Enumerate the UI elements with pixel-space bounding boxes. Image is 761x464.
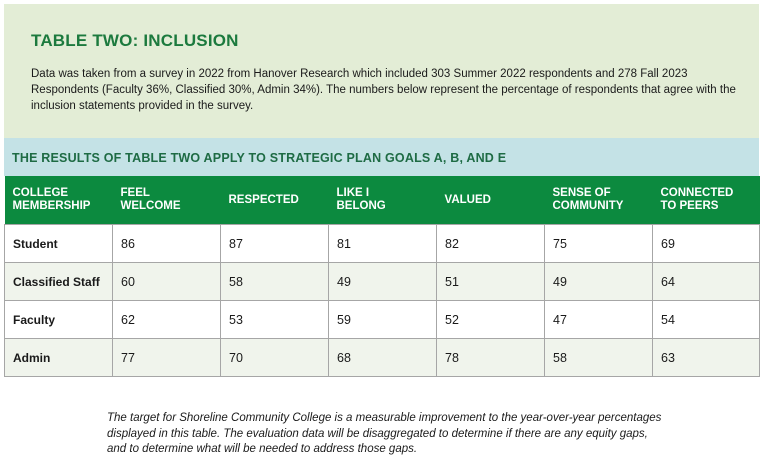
- header-connected-to-peers: CONNECTED TO PEERS: [652, 176, 760, 225]
- table-cell: 51: [436, 262, 545, 301]
- table-row: Admin 77 70 68 78 58 63: [4, 338, 760, 377]
- table-cell: 69: [652, 224, 760, 263]
- header-like-i-belong: LIKE I BELONG: [328, 176, 437, 225]
- goals-banner-text: THE RESULTS OF TABLE TWO APPLY TO STRATE…: [12, 151, 507, 165]
- header-valued: VALUED: [436, 176, 545, 225]
- row-label: Classified Staff: [4, 262, 113, 301]
- table-cell: 81: [328, 224, 437, 263]
- table-cell: 52: [436, 300, 545, 339]
- table-cell: 70: [220, 338, 329, 377]
- table-cell: 82: [436, 224, 545, 263]
- row-label: Faculty: [4, 300, 113, 339]
- goals-banner: THE RESULTS OF TABLE TWO APPLY TO STRATE…: [4, 138, 759, 176]
- table-cell: 86: [112, 224, 221, 263]
- table-cell: 60: [112, 262, 221, 301]
- table-cell: 58: [220, 262, 329, 301]
- row-label: Admin: [4, 338, 113, 377]
- header-respected: RESPECTED: [220, 176, 329, 225]
- page-title: TABLE TWO: INCLUSION: [31, 31, 239, 50]
- table-cell: 58: [544, 338, 653, 377]
- table-cell: 64: [652, 262, 760, 301]
- table-cell: 59: [328, 300, 437, 339]
- table-cell: 47: [544, 300, 653, 339]
- table-cell: 78: [436, 338, 545, 377]
- header-college-membership: COLLEGE MEMBERSHIP: [4, 176, 113, 225]
- table-row: Student 86 87 81 82 75 69: [4, 224, 760, 263]
- table-cell: 62: [112, 300, 221, 339]
- results-table: COLLEGE MEMBERSHIP FEEL WELCOME RESPECTED …: [4, 176, 760, 377]
- table-cell: 75: [544, 224, 653, 263]
- table-header-row: COLLEGE MEMBERSHIP FEEL WELCOME RESPECTED …: [4, 176, 760, 225]
- footnote-text: The target for Shoreline Community Colle…: [107, 412, 662, 455]
- table-cell: 63: [652, 338, 760, 377]
- header-sense-of-community: SENSE OF COMMUNITY: [544, 176, 653, 225]
- table-cell: 77: [112, 338, 221, 377]
- table-cell: 53: [220, 300, 329, 339]
- row-label: Student: [4, 224, 113, 263]
- intro-panel: TABLE TWO: INCLUSION Data was taken from…: [4, 4, 759, 138]
- table-row: Classified Staff 60 58 49 51 49 64: [4, 262, 760, 301]
- table-cell: 54: [652, 300, 760, 339]
- header-feel-welcome: FEEL WELCOME: [112, 176, 221, 225]
- table-cell: 87: [220, 224, 329, 263]
- table-row: Faculty 62 53 59 52 47 54: [4, 300, 760, 339]
- table-cell: 49: [544, 262, 653, 301]
- description-text: Data was taken from a survey in 2022 fro…: [31, 68, 736, 112]
- table-cell: 49: [328, 262, 437, 301]
- table-cell: 68: [328, 338, 437, 377]
